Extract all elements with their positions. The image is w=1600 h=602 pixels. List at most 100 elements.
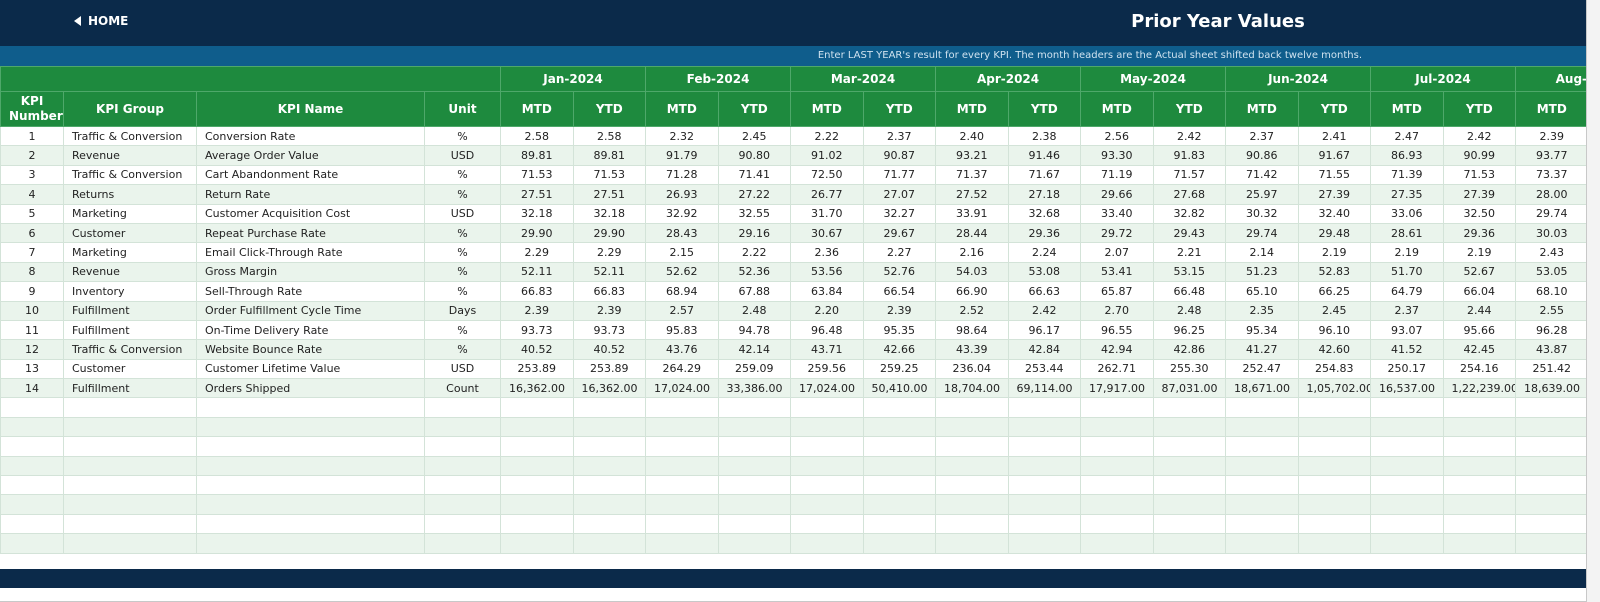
value-cell: 18,704.00 [935,378,1009,399]
home-button[interactable]: HOME [74,14,128,28]
kpi-number: 11 [0,319,64,341]
value-cell: 68.10 [1515,281,1586,302]
value-cell: 29.67 [862,222,937,244]
empty-cell [0,513,64,535]
value-cell: 71.53 [500,164,574,186]
empty-cell [424,475,501,496]
value-cell: 53.41 [1080,261,1154,283]
value-cell: 2.47 [1370,125,1444,147]
empty-cell [790,455,864,477]
value-cell: 93.30 [1080,145,1154,166]
empty-cell [1515,436,1586,457]
empty-cell [790,494,864,515]
empty-cell [717,513,792,535]
empty-cell [1370,455,1444,477]
empty-cell [0,416,64,438]
value-cell: 32.18 [572,203,647,224]
empty-cell [935,416,1009,438]
month-header: Jul-2024 [1370,66,1517,92]
value-cell: 27.39 [1442,184,1517,205]
empty-cell [1007,436,1082,457]
empty-cell [500,513,574,535]
value-cell: 253.89 [500,358,574,380]
value-cell: 259.09 [717,358,792,380]
empty-cell [1007,455,1082,477]
data-row: 5 Marketing Customer Acquisition Cost USD 32… [0,203,1586,224]
empty-cell [1370,513,1444,535]
sub-header: YTD [862,91,937,127]
value-cell: 71.19 [1080,164,1154,186]
empty-cell [1080,513,1154,535]
empty-cell [645,533,719,554]
value-cell: 2.07 [1080,242,1154,263]
kpi-number: 4 [0,184,64,205]
empty-cell [500,475,574,496]
empty-cell [196,436,425,457]
empty-cell [1297,475,1372,496]
empty-cell [862,455,937,477]
kpi-number: 10 [0,300,64,321]
value-cell: 93.07 [1370,319,1444,341]
empty-cell [63,397,197,418]
value-cell: 16,362.00 [500,378,574,399]
value-cell: 26.93 [645,184,719,205]
empty-cell [500,455,574,477]
month-header: Jan-2024 [499,66,647,92]
value-cell: 89.81 [572,145,647,166]
empty-cell [196,533,425,554]
empty-cell [196,513,425,535]
empty-cell [196,416,425,438]
kpi-group: Customer [63,358,197,380]
value-cell: 2.37 [1225,125,1299,147]
empty-cell [1080,455,1154,477]
kpi-group: Fulfillment [63,319,197,341]
value-cell: 28.44 [935,222,1009,244]
value-cell: 66.04 [1442,281,1517,302]
empty-cell [790,475,864,496]
kpi-unit: Days [424,300,501,321]
sub-header: MTD [645,91,719,127]
header-blank [0,66,501,92]
empty-cell [717,494,792,515]
sub-header: MTD [935,91,1009,127]
value-cell: 2.29 [572,242,647,263]
empty-cell [645,436,719,457]
empty-cell [1442,455,1517,477]
empty-row [0,455,1586,477]
empty-cell [572,494,647,515]
kpi-unit: % [424,339,501,360]
value-cell: 27.18 [1007,184,1082,205]
value-cell: 2.36 [790,242,864,263]
empty-cell [1442,475,1517,496]
kpi-name: Email Click-Through Rate [196,242,425,263]
value-cell: 2.39 [862,300,937,321]
value-cell: 93.77 [1515,145,1586,166]
value-cell: 2.37 [1370,300,1444,321]
empty-cell [1080,397,1154,418]
value-cell: 53.56 [790,261,864,283]
value-cell: 66.25 [1297,281,1372,302]
empty-cell [862,416,937,438]
kpi-name: Cart Abandonment Rate [196,164,425,186]
empty-cell [1515,494,1586,515]
value-cell: 29.90 [500,222,574,244]
empty-cell [645,494,719,515]
kpi-number: 5 [0,203,64,224]
kpi-unit: % [424,222,501,244]
value-cell: 71.57 [1152,164,1227,186]
value-cell: 42.94 [1080,339,1154,360]
value-cell: 95.83 [645,319,719,341]
empty-cell [424,436,501,457]
value-cell: 28.00 [1515,184,1586,205]
value-cell: 96.55 [1080,319,1154,341]
value-cell: 32.18 [500,203,574,224]
value-cell: 2.19 [1370,242,1444,263]
value-cell: 27.68 [1152,184,1227,205]
empty-cell [1370,416,1444,438]
sub-header: YTD [717,91,792,127]
value-cell: 28.43 [645,222,719,244]
sub-header: YTD [572,91,647,127]
value-cell: 32.92 [645,203,719,224]
empty-cell [424,513,501,535]
value-cell: 71.28 [645,164,719,186]
